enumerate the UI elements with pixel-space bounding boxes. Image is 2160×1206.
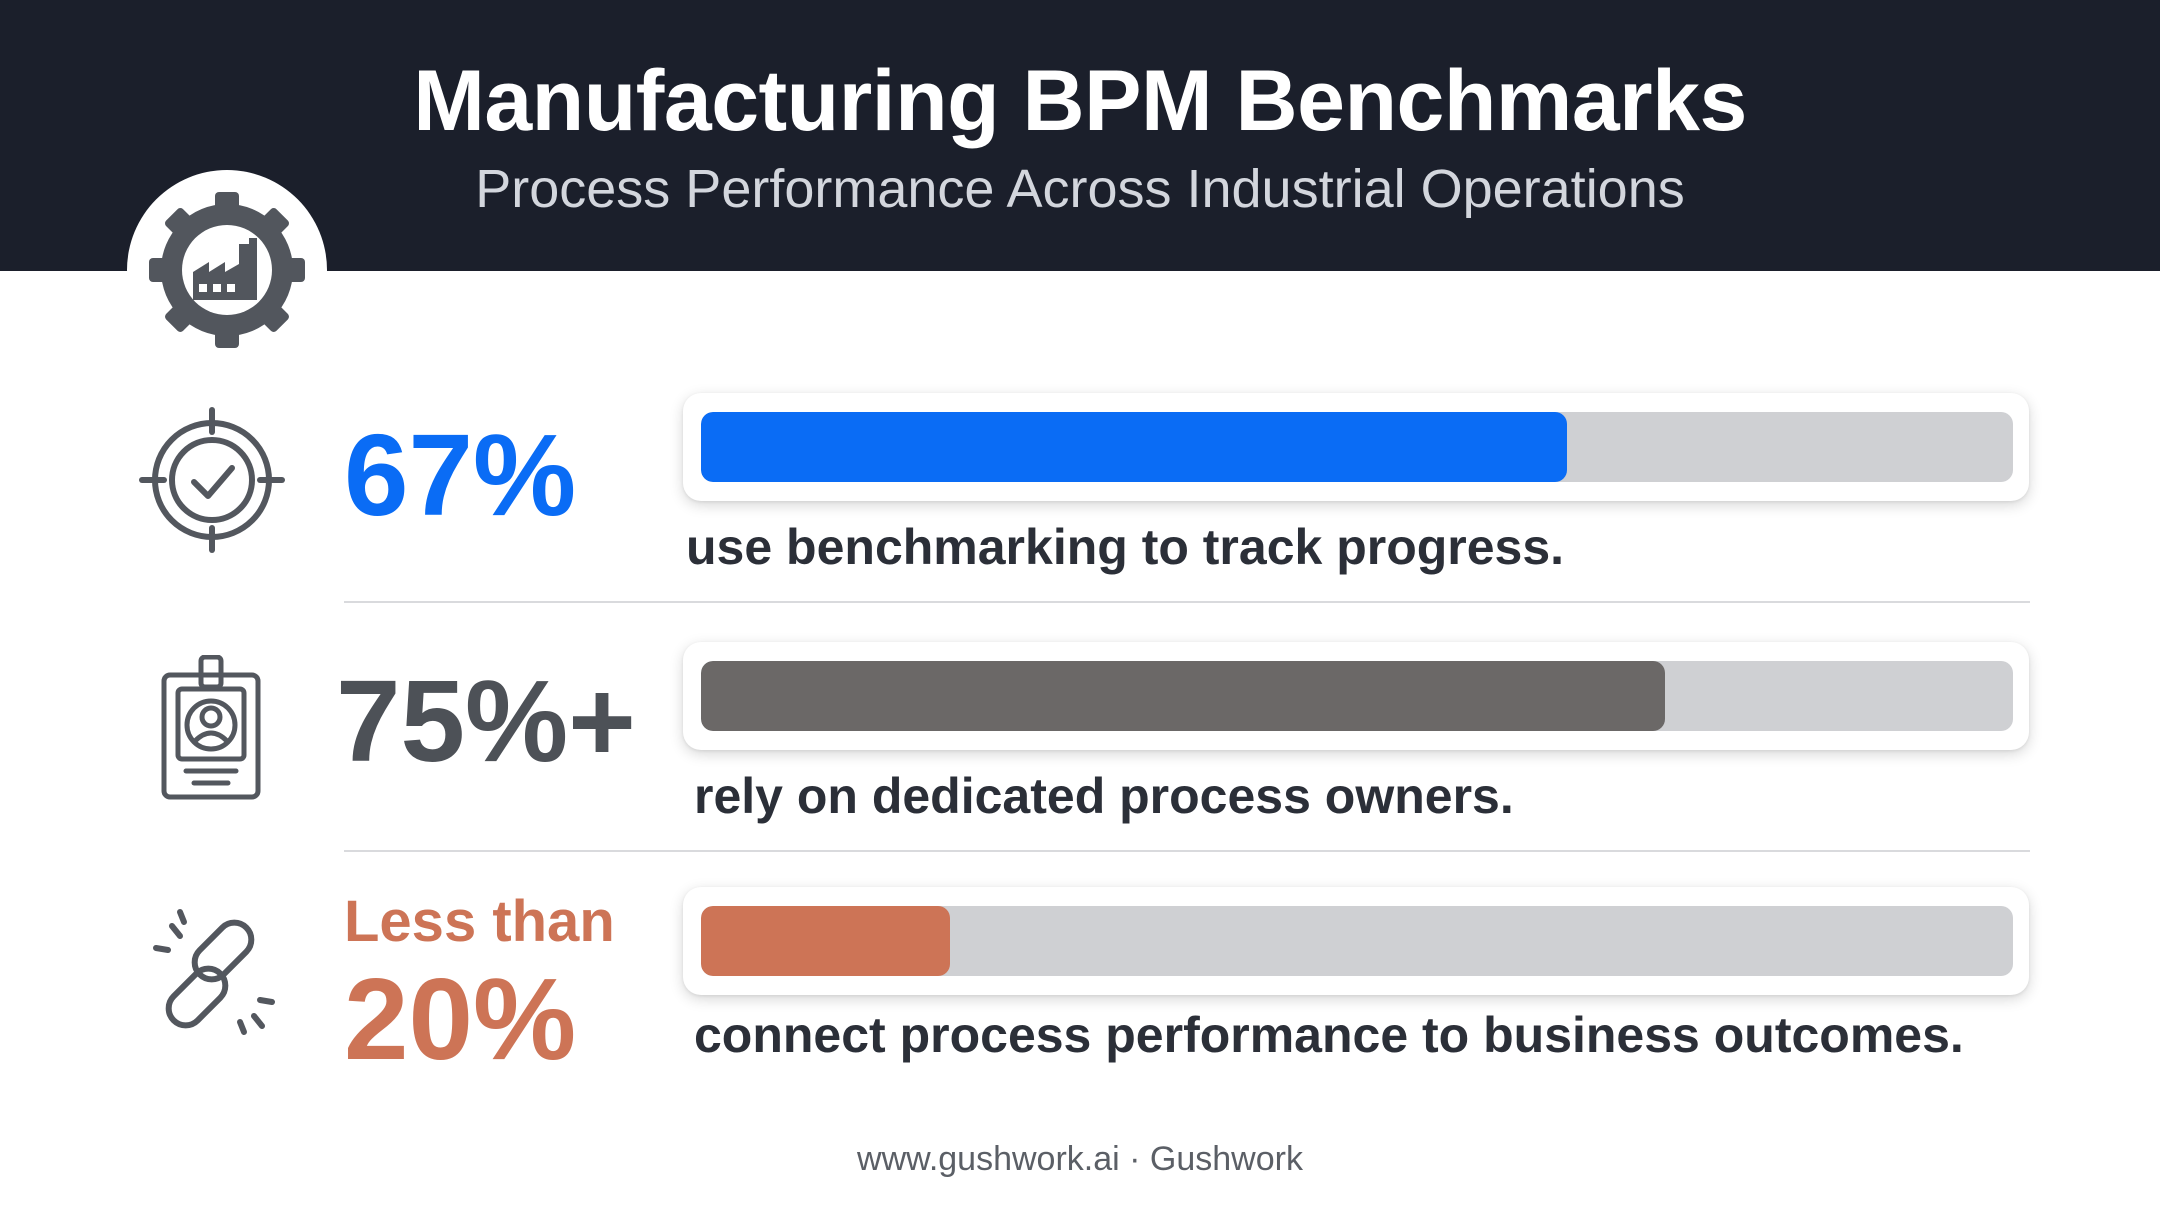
header-banner: Manufacturing BPM Benchmarks Process Per… [0,0,2160,271]
stat-value: 20% [344,954,577,1084]
footer-credit: www.gushwork.ai · Gushwork [857,1140,1303,1178]
bar-card [683,393,2029,501]
stat-value: 67% [344,410,577,540]
bar-card [683,642,2029,750]
bar-track [701,906,2013,976]
bar-card [683,887,2029,995]
bar-track [701,661,2013,731]
row-divider [344,850,2030,852]
page-subtitle: Process Performance Across Industrial Op… [475,159,1685,219]
stat-description: connect process performance to business … [694,1007,1964,1063]
id-badge-icon [160,654,262,806]
bar-fill [701,906,951,976]
stat-value: 75%+ [336,656,636,786]
bar-track [701,412,2013,482]
bar-fill [701,412,1567,482]
stat-description: rely on dedicated process owners. [694,768,1514,824]
stat-description: use benchmarking to track progress. [686,519,1565,575]
broken-link-icon [144,904,284,1049]
stat-prefix: Less than [344,889,615,954]
row-divider [344,601,2030,603]
target-check-icon [138,406,286,559]
factory-gear-icon [127,170,327,370]
page-title: Manufacturing BPM Benchmarks [413,53,1747,149]
bar-fill [701,661,1666,731]
